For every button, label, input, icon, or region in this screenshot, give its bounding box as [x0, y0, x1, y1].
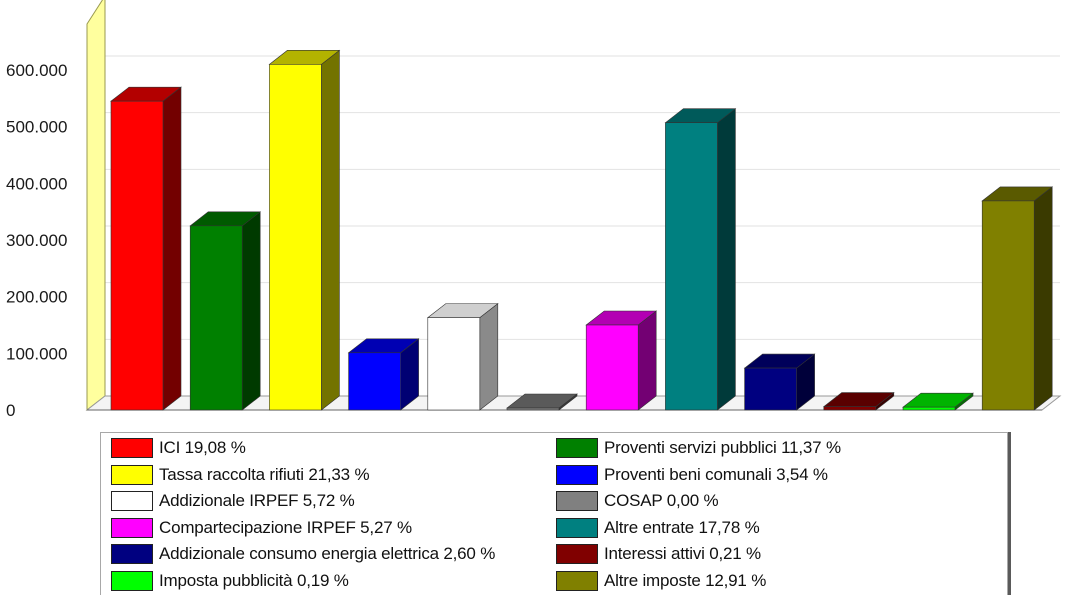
bar-2	[189, 225, 243, 411]
bar-5	[427, 317, 481, 411]
legend-label: Compartecipazione IRPEF 5,27 %	[159, 517, 412, 537]
legend-item: Addizionale IRPEF 5,72 %	[111, 490, 355, 512]
legend-swatch	[556, 544, 598, 564]
legend-item: Altre imposte 12,91 %	[556, 570, 766, 592]
legend-swatch	[111, 464, 153, 485]
bar-1-side	[162, 86, 182, 411]
bar-3-side	[321, 49, 340, 411]
legend-label: Proventi beni comunali 3,54 %	[604, 464, 828, 484]
y-tick-label: 600.000	[6, 61, 67, 80]
legend-item: Interessi attivi 0,21 %	[556, 543, 761, 565]
bar-1	[110, 100, 164, 411]
y-tick-label: 400.000	[6, 174, 67, 193]
legend-label: Tassa raccolta rifiuti 21,33 %	[159, 464, 370, 484]
bar-8	[665, 122, 718, 411]
legend-label: Interessi attivi 0,21 %	[604, 544, 761, 563]
legend-item: Proventi beni comunali 3,54 %	[556, 464, 828, 486]
legend-swatch	[111, 438, 153, 458]
bar-11	[902, 406, 956, 411]
bar-8-side	[717, 108, 736, 411]
bar-chart: 0 100.000 200.000 300.000 400.000 500.000 600.…	[6, 0, 1062, 420]
bar-3	[269, 64, 322, 411]
y-tick-label: 0	[6, 401, 15, 420]
legend-item: Compartecipazione IRPEF 5,27 %	[111, 517, 412, 539]
bar-12	[981, 200, 1035, 411]
legend-swatch	[111, 491, 153, 511]
legend-label: Imposta pubblicità 0,19 %	[159, 570, 349, 590]
legend-item: Tassa raccolta rifiuti 21,33 %	[111, 464, 370, 486]
legend-label: Altre imposte 12,91 %	[604, 570, 767, 590]
legend-item: ICI 19,08 %	[111, 437, 246, 459]
legend-item: Altre entrate 17,78 %	[556, 517, 760, 539]
bar-12-side	[1033, 186, 1053, 411]
bar-10	[823, 406, 877, 411]
legend-swatch	[556, 570, 598, 591]
bar-6	[506, 407, 560, 411]
chart-legend: ICI 19,08 % Proventi servizi pubblici 11,…	[100, 432, 1008, 595]
legend-label: COSAP 0,00 %	[604, 491, 719, 510]
legend-label: Addizionale consumo energia elettrica 2,…	[159, 544, 496, 563]
bar-2-side	[241, 211, 261, 411]
y-tick-label: 500.000	[6, 118, 67, 137]
chart-side-wall	[86, 0, 106, 412]
bar-5-side	[479, 303, 499, 411]
legend-swatch	[556, 491, 598, 511]
legend-item: Addizionale consumo energia elettrica 2,…	[111, 543, 495, 565]
legend-swatch	[556, 517, 598, 538]
legend-item: Imposta pubblicità 0,19 %	[111, 570, 349, 592]
legend-swatch	[556, 464, 598, 485]
legend-label: Proventi servizi pubblici 11,37 %	[604, 438, 841, 457]
legend-item: COSAP 0,00 %	[556, 490, 719, 512]
y-tick-label: 300.000	[6, 231, 67, 250]
legend-swatch	[111, 544, 153, 564]
legend-swatch	[111, 517, 153, 538]
bar-7	[585, 324, 639, 411]
legend-label: Altre entrate 17,78 %	[604, 517, 760, 537]
bar-9	[744, 367, 797, 411]
legend-swatch	[111, 570, 153, 591]
legend-item: Proventi servizi pubblici 11,37 %	[556, 437, 841, 459]
legend-label: Addizionale IRPEF 5,72 %	[159, 491, 355, 510]
bar-4	[348, 352, 401, 411]
y-tick-label: 100.000	[6, 344, 67, 363]
y-tick-label: 200.000	[6, 288, 67, 307]
legend-swatch	[556, 438, 598, 458]
bar-7-side	[637, 310, 657, 411]
legend-label: ICI 19,08 %	[159, 438, 246, 457]
